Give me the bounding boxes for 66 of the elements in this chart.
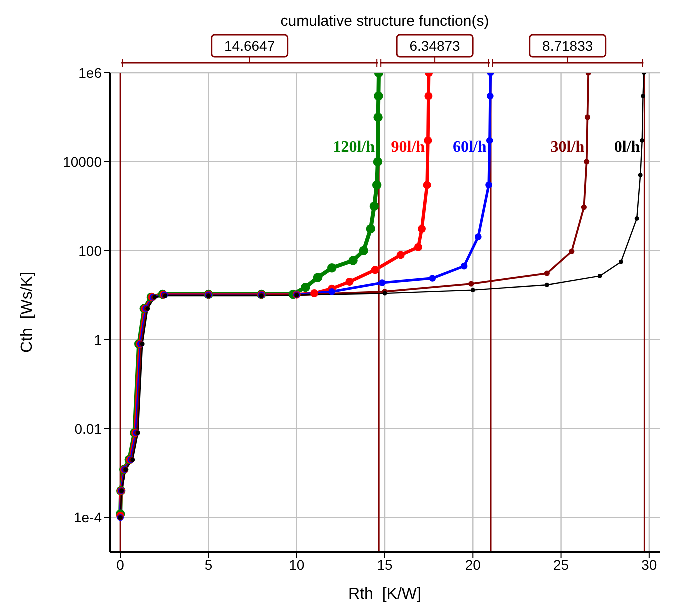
series-label: 30l/h (550, 139, 585, 156)
x-axis-title: Rth [K/W] (348, 586, 422, 603)
point (460, 262, 468, 270)
x-tick-label: 25 (553, 556, 570, 573)
point (619, 260, 624, 264)
chart-title: cumulative structure function(s) (280, 13, 490, 30)
point (424, 136, 432, 145)
y-tick-label: 100 (78, 242, 102, 259)
point (424, 92, 433, 100)
point (418, 225, 426, 234)
point (544, 270, 550, 276)
x-tick-label: 5 (204, 556, 213, 573)
point (569, 248, 575, 254)
x-tick-label: 15 (377, 556, 393, 573)
y-tick-label: 10000 (63, 154, 102, 170)
x-tick-label: 20 (465, 556, 482, 573)
y-axis-title: Cth [Ws/K] (19, 272, 36, 353)
point (328, 288, 336, 296)
y-tick-label: 1 (94, 332, 102, 348)
point (641, 94, 646, 98)
point (378, 280, 386, 286)
point (475, 234, 482, 240)
point (486, 137, 494, 144)
text: 6.34873 (410, 38, 461, 54)
point (638, 173, 643, 178)
series-label: 90l/h (391, 139, 426, 156)
point (423, 181, 432, 190)
series-label: 60l/h (452, 139, 487, 156)
point (366, 224, 376, 234)
series-label: 120l/h (333, 139, 376, 156)
point (584, 159, 590, 165)
point (598, 274, 602, 278)
point (310, 290, 318, 298)
x-tick-label: 10 (289, 556, 305, 573)
y-tick-label: 1e-4 (74, 510, 102, 526)
point (371, 266, 380, 274)
point (346, 278, 354, 286)
point (301, 282, 310, 292)
x-tick-label: 0 (116, 556, 125, 573)
point (348, 256, 358, 266)
series-label: 0l/h (614, 139, 640, 156)
point (373, 157, 383, 167)
point (313, 273, 323, 282)
point (468, 281, 474, 287)
point (544, 282, 550, 288)
point (359, 246, 368, 256)
point (487, 92, 494, 100)
x-tick-label: 30 (642, 556, 658, 573)
point (372, 180, 382, 190)
y-tick-label: 0.01 (74, 420, 102, 437)
y-tick-label: 1e6 (78, 64, 102, 81)
point (470, 288, 476, 293)
point (374, 112, 383, 122)
text: 8.71833 (542, 38, 594, 54)
point (634, 216, 640, 221)
point (396, 251, 405, 260)
point (374, 92, 384, 101)
point (640, 138, 645, 143)
point (414, 243, 422, 252)
point (328, 264, 337, 273)
text: 14.6647 (224, 38, 276, 54)
point (429, 275, 436, 282)
point (486, 182, 492, 189)
point (584, 114, 591, 120)
point (581, 204, 587, 210)
point (370, 202, 380, 212)
